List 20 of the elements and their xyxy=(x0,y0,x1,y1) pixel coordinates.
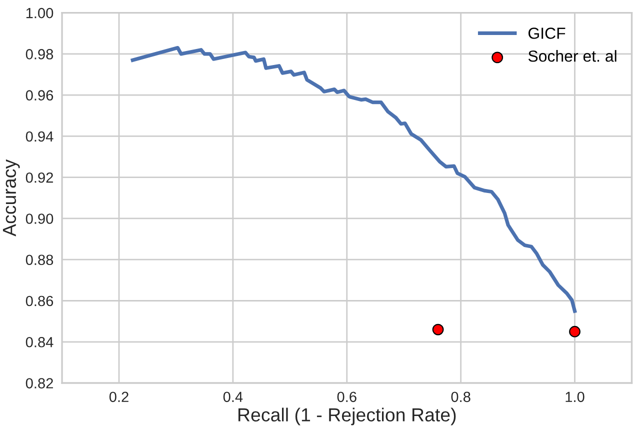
y-tick-label: 0.94 xyxy=(26,131,54,142)
y-axis-title: Accuracy xyxy=(2,159,20,236)
legend-label: Socher et. al xyxy=(528,50,616,62)
x-tick-label: 1.0 xyxy=(566,392,584,402)
line-series xyxy=(130,46,577,313)
y-tick-label: 0.88 xyxy=(26,254,54,266)
y-tick-label: 0.82 xyxy=(26,378,53,388)
y-tick-label: 0.98 xyxy=(26,49,54,60)
x-tick-label: 0.2 xyxy=(109,392,128,402)
y-tick-label: 1.00 xyxy=(26,8,54,18)
x-tick-label: 0.8 xyxy=(451,392,470,402)
y-tick-label: 0.84 xyxy=(26,336,54,348)
legend-label: GICF xyxy=(528,28,566,39)
y-tick-label: 0.90 xyxy=(26,214,54,224)
y-tick-label: 0.86 xyxy=(26,296,54,306)
y-tick-label: 0.92 xyxy=(26,172,53,183)
y-tick-label: 0.96 xyxy=(26,90,54,101)
x-axis-title: Recall (1 - Rejection Rate) xyxy=(238,408,456,426)
x-tick-label: 0.6 xyxy=(337,392,356,402)
x-tick-label: 0.4 xyxy=(223,392,243,402)
